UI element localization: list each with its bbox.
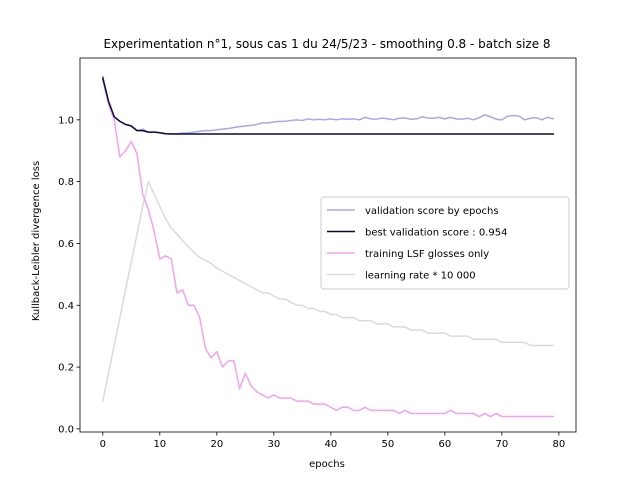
x-tick-label: 20 [210,439,223,450]
series-layer [101,75,555,418]
x-tick-label: 80 [553,439,566,450]
y-tick-label: 0.6 [58,239,74,250]
legend-label-best-validation-score-0-954: best validation score : 0.954 [365,228,507,239]
y-tick-label: 1.0 [58,115,74,126]
x-tick-label: 40 [324,439,337,450]
y-axis-label: Kullback-Leibler divergence loss [31,161,42,321]
x-tick-label: 0 [100,439,106,450]
legend-label-learning-rate-10-000: learning rate * 10 000 [365,271,476,282]
chart-title: Experimentation n°1, sous cas 1 du 24/5/… [103,37,550,51]
y-axis: 0.0 0.2 0.4 0.6 0.8 1.0 [58,115,80,435]
x-tick-label: 30 [267,439,280,450]
y-tick-label: 0.0 [58,424,74,435]
plot-area: 0 10 20 30 40 50 60 70 80 0.0 0.2 0.4 0.6 0.8 1.0 [58,57,577,450]
y-tick-label: 0.8 [58,177,74,188]
y-tick-label: 0.4 [58,301,74,312]
x-tick-label: 50 [381,439,394,450]
x-tick-label: 60 [439,439,452,450]
series-line-training-lsf-glosses-only [101,78,554,418]
series-line-learning-rate-10-000 [101,180,554,402]
x-axis-label: epochs [309,459,345,470]
x-tick-label: 10 [153,439,166,450]
y-tick-label: 0.2 [58,363,74,374]
series-line-best-validation-score-0-954 [101,77,554,135]
legend-label-validation-score-by-epochs: validation score by epochs [365,206,499,217]
legend-label-training-lsf-glosses-only: training LSF glosses only [365,249,489,260]
legend: validation score by epochs best validatio… [320,196,570,290]
x-tick-label: 70 [496,439,509,450]
legend-box [320,196,570,290]
x-axis: 0 10 20 30 40 50 60 70 80 [100,432,566,450]
plot-frame [79,57,577,433]
